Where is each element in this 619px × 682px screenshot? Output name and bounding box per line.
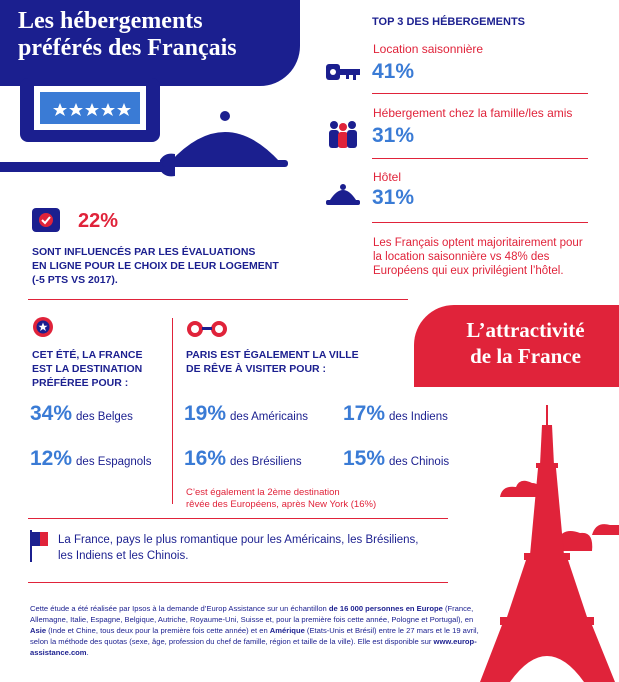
top3-item-label: Hôtel — [373, 170, 402, 184]
cloud-icon — [592, 524, 619, 535]
divider — [372, 222, 588, 223]
page-title: Les hébergements préférés des Français — [18, 8, 237, 61]
evaluations-text: SONT INFLUENCÉS PAR LES ÉVALUATIONS EN L… — [32, 246, 279, 286]
france-stat: 12% des Espagnols — [30, 447, 152, 470]
top3-item-value: 31% — [372, 186, 415, 209]
cloche-icon — [170, 132, 280, 162]
france-stat: 34% des Belges — [30, 402, 133, 425]
paris-stat: 15% des Chinois — [343, 447, 450, 470]
family-icon — [329, 121, 357, 148]
divider — [372, 93, 588, 94]
divider — [28, 518, 448, 519]
footer-note: Cette étude a été réalisée par Ipsos à l… — [30, 604, 479, 657]
header-banner — [0, 0, 300, 86]
attractivite-title: L’attractivité de la France — [466, 318, 585, 368]
paris-note: C’est également la 2ème destination rêvé… — [186, 487, 377, 510]
flag-icon — [30, 530, 48, 562]
top3-item-value: 31% — [372, 124, 415, 147]
top3-item-label: Hébergement chez la famille/les amis — [373, 106, 573, 120]
attractivite-banner — [414, 305, 619, 387]
romantic-text: La France, pays le plus romantique pour … — [58, 534, 419, 562]
rating-badge-icon — [32, 208, 60, 232]
eiffel-tower-illustration — [480, 405, 619, 682]
cloud-icon — [500, 480, 541, 497]
top3-heading: TOP 3 DES HÉBERGEMENTS — [372, 16, 526, 28]
top3-item-value: 41% — [372, 60, 415, 83]
paris-stat: 17% des Indiens — [343, 402, 448, 425]
paris-heading: PARIS EST ÉGALEMENT LA VILLE DE RÊVE À V… — [186, 349, 359, 375]
top3-item-label: Location saisonnière — [373, 42, 484, 56]
france-heading: CET ÉTÉ, LA FRANCE EST LA DESTINATION PR… — [32, 349, 143, 389]
rating-stars — [53, 103, 131, 116]
divider — [372, 158, 588, 159]
hotel-bell-icon — [326, 184, 360, 205]
top3-note: Les Français optent majoritairement pour… — [373, 237, 583, 277]
glasses-icon — [187, 321, 227, 337]
paris-stat: 16% des Brésiliens — [184, 447, 302, 470]
column-divider — [172, 318, 173, 504]
divider — [28, 299, 408, 300]
rosette-icon — [33, 317, 53, 337]
divider — [28, 582, 448, 583]
footer-link[interactable]: www.europ-assistance.com — [30, 637, 477, 657]
hotel-illustration — [0, 72, 288, 177]
evaluations-value: 22% — [78, 210, 119, 232]
key-icon — [326, 64, 360, 80]
paris-stat: 19% des Américains — [184, 402, 309, 425]
